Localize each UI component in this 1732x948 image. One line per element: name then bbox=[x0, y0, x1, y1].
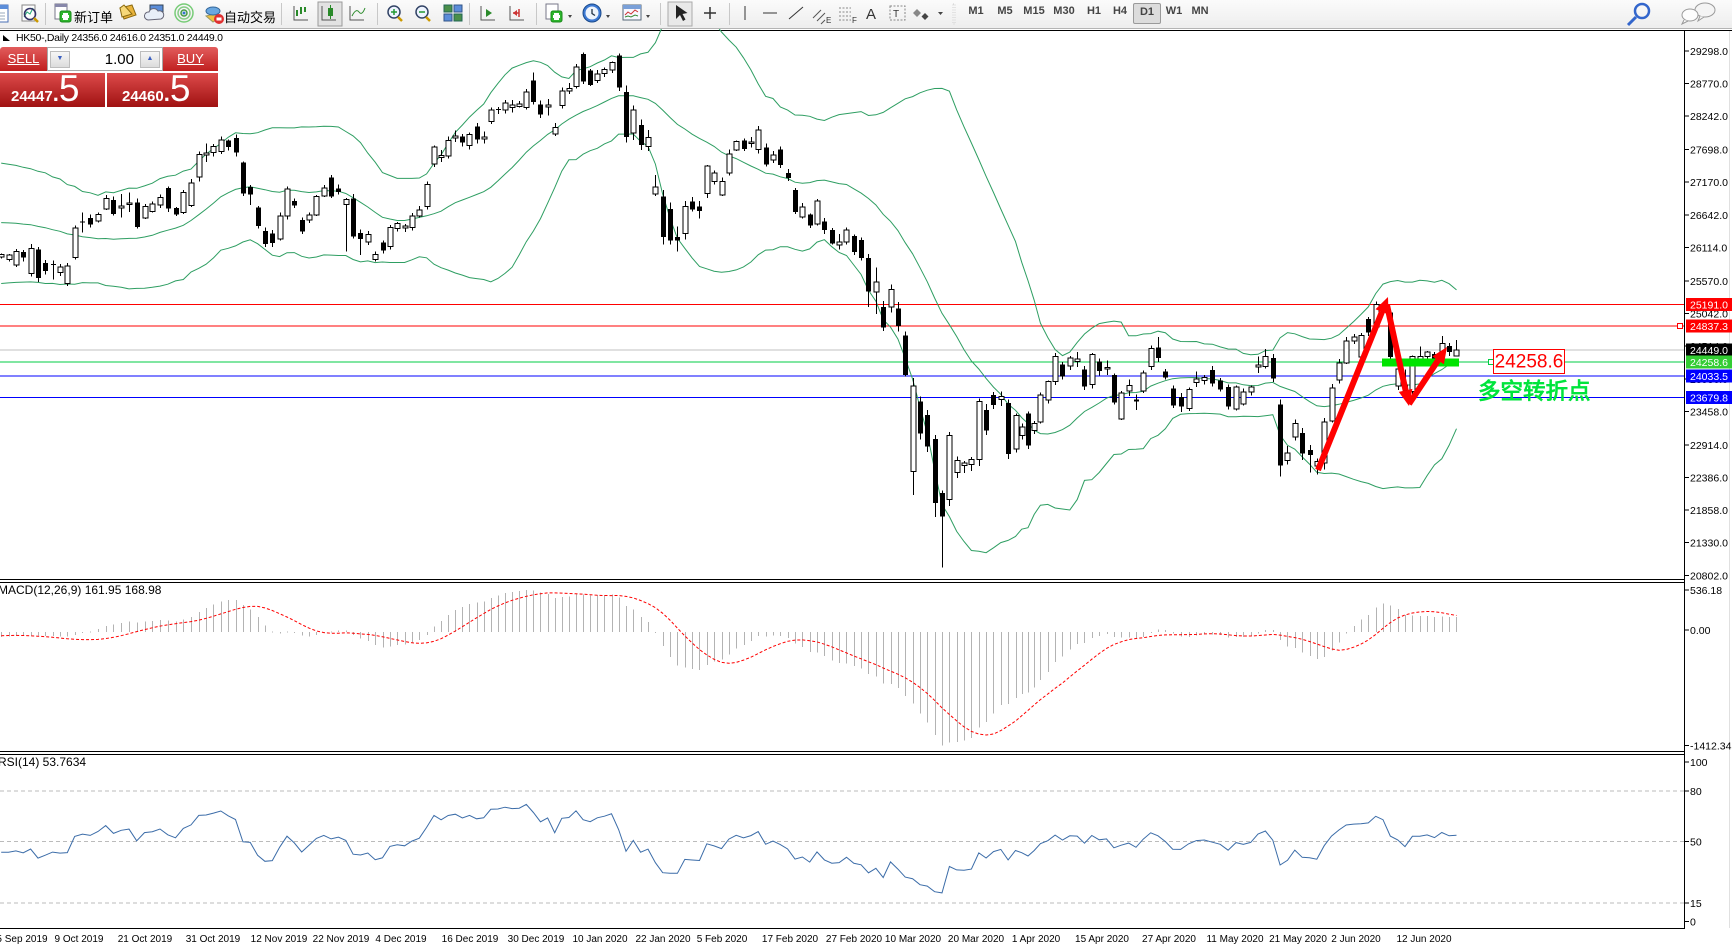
svg-text:23458.0: 23458.0 bbox=[1690, 406, 1728, 418]
svg-text:24258.6: 24258.6 bbox=[1495, 352, 1564, 373]
svg-text:HK50-,Daily 24356.0 24616.0 2: HK50-,Daily 24356.0 24616.0 24351.0 2444… bbox=[16, 32, 223, 44]
svg-text:80: 80 bbox=[1690, 786, 1702, 798]
svg-text:25570.0: 25570.0 bbox=[1690, 276, 1728, 288]
svg-text:50: 50 bbox=[1690, 836, 1702, 848]
svg-text:T: T bbox=[893, 9, 899, 20]
svg-text:20802.0: 20802.0 bbox=[1690, 570, 1728, 582]
svg-text:多空转折点: 多空转折点 bbox=[1478, 378, 1591, 404]
svg-text:21 Oct 2019: 21 Oct 2019 bbox=[118, 934, 173, 945]
svg-text:17 Feb 2020: 17 Feb 2020 bbox=[762, 934, 819, 945]
svg-text:2 Jun 2020: 2 Jun 2020 bbox=[1331, 934, 1381, 945]
svg-text:21330.0: 21330.0 bbox=[1690, 538, 1728, 550]
svg-text:24258.6: 24258.6 bbox=[1690, 357, 1728, 369]
svg-text:29298.0: 29298.0 bbox=[1690, 46, 1728, 58]
svg-text:30 Dec 2019: 30 Dec 2019 bbox=[508, 934, 565, 945]
svg-text:22 Nov 2019: 22 Nov 2019 bbox=[313, 934, 370, 945]
svg-text:4 Dec 2019: 4 Dec 2019 bbox=[375, 934, 427, 945]
svg-text:27 Apr 2020: 27 Apr 2020 bbox=[1142, 934, 1196, 945]
svg-text:25191.0: 25191.0 bbox=[1690, 299, 1728, 311]
svg-text:24033.5: 24033.5 bbox=[1690, 371, 1728, 383]
svg-text:20 Mar 2020: 20 Mar 2020 bbox=[948, 934, 1005, 945]
svg-text:15 Apr 2020: 15 Apr 2020 bbox=[1075, 934, 1129, 945]
svg-text:25042.0: 25042.0 bbox=[1690, 309, 1728, 321]
svg-text:24837.3: 24837.3 bbox=[1690, 321, 1728, 333]
svg-text:MACD(12,26,9) 161.95 168.98: MACD(12,26,9) 161.95 168.98 bbox=[0, 583, 162, 597]
svg-text:9 Oct 2019: 9 Oct 2019 bbox=[55, 934, 104, 945]
svg-text:16 Dec 2019: 16 Dec 2019 bbox=[442, 934, 499, 945]
svg-text:24449.0: 24449.0 bbox=[1690, 345, 1728, 357]
svg-text:1 Apr 2020: 1 Apr 2020 bbox=[1012, 934, 1061, 945]
svg-text:27 Feb 2020: 27 Feb 2020 bbox=[826, 934, 883, 945]
svg-text:RSI(14) 53.7634: RSI(14) 53.7634 bbox=[0, 755, 86, 769]
svg-text:22386.0: 22386.0 bbox=[1690, 473, 1728, 485]
svg-text:23679.8: 23679.8 bbox=[1690, 393, 1728, 405]
svg-text:F: F bbox=[852, 16, 857, 25]
svg-text:5 Feb 2020: 5 Feb 2020 bbox=[697, 934, 748, 945]
svg-text:11 May 2020: 11 May 2020 bbox=[1206, 934, 1264, 945]
svg-text:0.00: 0.00 bbox=[1690, 625, 1711, 637]
svg-text:10 Mar 2020: 10 Mar 2020 bbox=[885, 934, 942, 945]
svg-text:E: E bbox=[826, 16, 831, 25]
svg-text:26114.0: 26114.0 bbox=[1690, 242, 1727, 254]
svg-text:-1412.34: -1412.34 bbox=[1690, 740, 1732, 752]
svg-text:28770.0: 28770.0 bbox=[1690, 79, 1728, 91]
svg-text:26642.0: 26642.0 bbox=[1690, 210, 1728, 222]
svg-text:22 Jan 2020: 22 Jan 2020 bbox=[635, 934, 690, 945]
svg-text:5 Sep 2019: 5 Sep 2019 bbox=[0, 934, 48, 945]
svg-text:536.18: 536.18 bbox=[1690, 585, 1722, 597]
svg-text:15: 15 bbox=[1690, 898, 1702, 910]
svg-text:12 Jun 2020: 12 Jun 2020 bbox=[1396, 934, 1451, 945]
svg-text:27698.0: 27698.0 bbox=[1690, 145, 1728, 157]
svg-text:31 Oct 2019: 31 Oct 2019 bbox=[186, 934, 241, 945]
svg-text:A: A bbox=[866, 6, 876, 23]
svg-text:100: 100 bbox=[1690, 757, 1708, 769]
svg-text:21 May 2020: 21 May 2020 bbox=[1269, 934, 1327, 945]
svg-text:10 Jan 2020: 10 Jan 2020 bbox=[572, 934, 627, 945]
svg-text:28242.0: 28242.0 bbox=[1690, 111, 1728, 123]
svg-text:27170.0: 27170.0 bbox=[1690, 177, 1728, 189]
svg-text:22914.0: 22914.0 bbox=[1690, 440, 1728, 452]
svg-text:12 Nov 2019: 12 Nov 2019 bbox=[251, 934, 308, 945]
svg-text:0: 0 bbox=[1690, 917, 1696, 929]
svg-text:21858.0: 21858.0 bbox=[1690, 505, 1728, 517]
